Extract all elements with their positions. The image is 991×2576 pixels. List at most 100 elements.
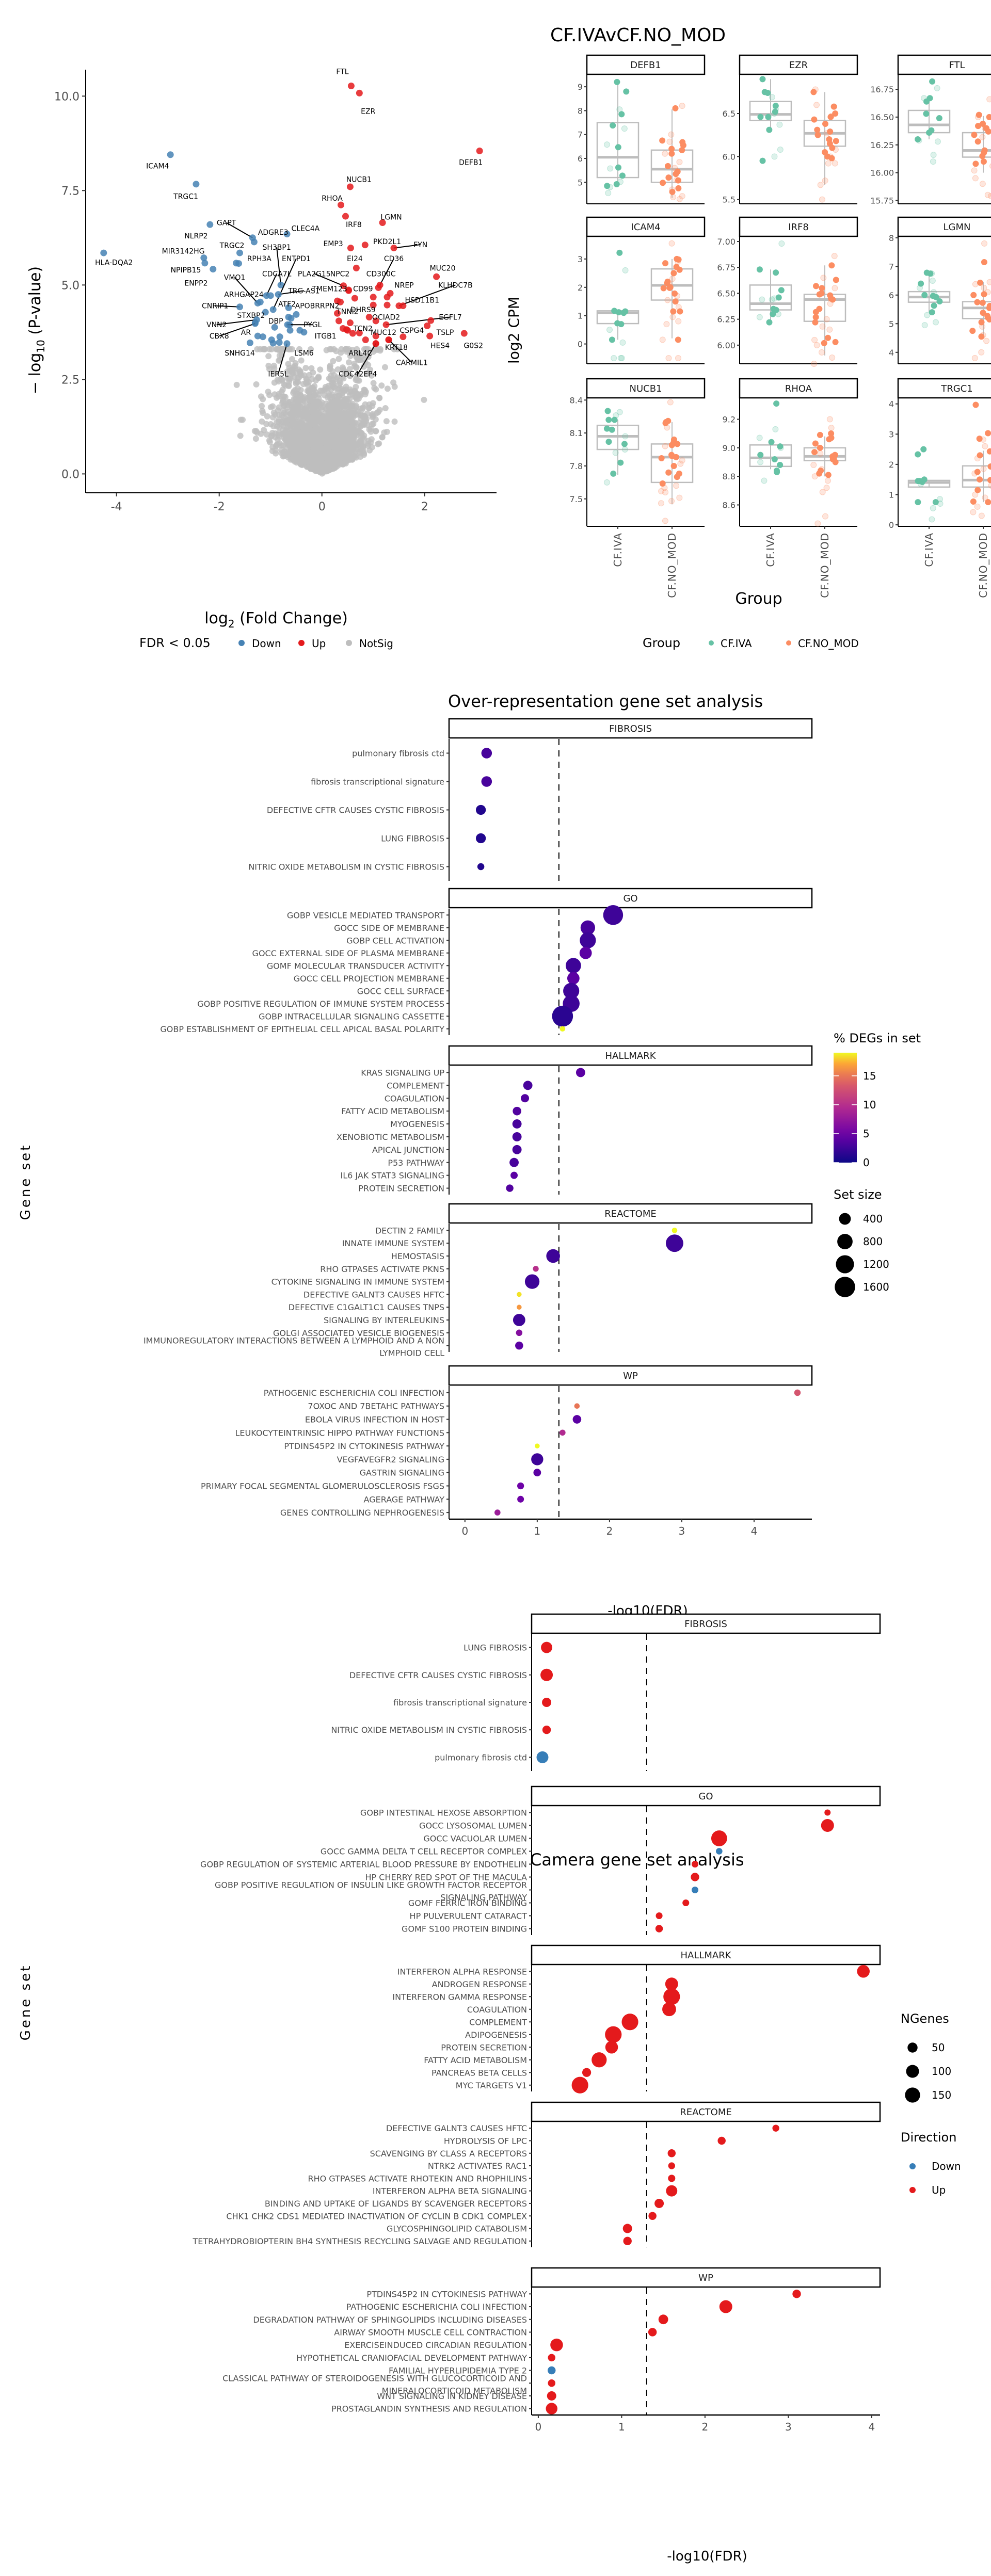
- boxplot-point-cf-no-mod: [679, 457, 685, 464]
- volcano-point-up: [399, 302, 407, 310]
- volcano-point-notsig: [329, 456, 335, 463]
- boxplot-point-cf-no-mod: [977, 452, 983, 459]
- ora-dot: [506, 1184, 514, 1192]
- boxplot-point-cf-no-mod: [822, 121, 829, 127]
- boxplot-point-cf-no-mod: [982, 443, 988, 449]
- boxplot-point-cf-iva: [929, 309, 935, 316]
- volcano-point-notsig: [333, 460, 340, 466]
- boxplot-point-cf-iva: [615, 144, 621, 151]
- boxplot-point-cf-iva: [621, 446, 628, 453]
- size-legend-key: [837, 1234, 853, 1249]
- boxplot-point-cf-no-mod: [665, 469, 672, 476]
- volcano-point-notsig: [390, 379, 397, 386]
- volcano-point-notsig: [259, 403, 265, 409]
- camera-dot: [821, 1819, 834, 1832]
- size-legend-label: 800: [863, 1235, 883, 1248]
- volcano-point-notsig: [323, 347, 330, 353]
- boxplot-point-cf-iva: [929, 516, 935, 523]
- volcano-point-up: [460, 330, 468, 337]
- volcano-point-notsig: [305, 416, 312, 423]
- boxplot-point-cf-iva: [757, 452, 764, 458]
- volcano-point-notsig: [376, 407, 383, 413]
- volcano-point-notsig: [345, 414, 352, 421]
- gene-set-label: GOBP INTESTINAL HEXOSE ABSORPTION: [360, 1808, 527, 1818]
- gene-set-label: CHK1 CHK2 CDS1 MEDIATED INACTIVATION OF …: [226, 2211, 527, 2221]
- boxplot-y-tick-label: 6.0: [723, 152, 736, 162]
- gene-set-label: pulmonary fibrosis ctd: [352, 749, 444, 759]
- ora-dot: [574, 1403, 580, 1409]
- boxplot-point-cf-no-mod: [661, 485, 668, 491]
- volcano-notsig-points: [233, 346, 427, 477]
- boxplot-point-cf-no-mod: [673, 482, 680, 489]
- gene-set-label: SIGNALING BY INTERLEUKINS: [324, 1315, 444, 1325]
- volcano-point-notsig: [302, 365, 309, 372]
- ora-dot: [533, 1469, 541, 1477]
- boxplot-point-cf-iva: [930, 289, 937, 296]
- volcano-point-notsig: [298, 357, 305, 364]
- volcano-label-connector: [276, 247, 282, 285]
- volcano-point-notsig: [334, 366, 341, 373]
- gene-set-label: AGERAGE PATHWAY: [364, 1494, 445, 1504]
- volcano-gene-label: DBP: [268, 317, 283, 326]
- volcano-point-notsig: [265, 389, 271, 395]
- facet-strip-label: NUCB1: [629, 383, 662, 394]
- camera-dot: [648, 2212, 657, 2220]
- boxplot-point-cf-no-mod: [662, 443, 668, 449]
- boxplot-point-cf-no-mod: [675, 185, 682, 191]
- volcano-point-notsig: [296, 374, 302, 381]
- ora-ylabel: Gene set: [18, 1144, 34, 1220]
- boxplot-point-cf-no-mod: [829, 296, 836, 303]
- gene-set-label: GOCC LYSOSOMAL LUMEN: [419, 1821, 527, 1831]
- gene-set-label: GOCC SIDE OF MEMBRANE: [334, 923, 444, 933]
- ora-facet-fibrosis: FIBROSIS pulmonary fibrosis ctd fibrosis t…: [248, 718, 813, 881]
- boxplot-point-cf-iva: [609, 336, 615, 343]
- volcano-point-up: [433, 273, 440, 280]
- camera-dot: [540, 1668, 553, 1681]
- ora-x-tick-label: 4: [751, 1525, 758, 1537]
- volcano-label-connector: [278, 343, 288, 374]
- volcano-point-notsig: [345, 430, 351, 437]
- volcano-point-up: [334, 297, 341, 304]
- gene-set-label: GOLGI ASSOCIATED VESICLE BIOGENESIS: [273, 1328, 444, 1338]
- gene-set-label: GLYCOSPHINGOLIPID CATABOLISM: [387, 2224, 527, 2234]
- volcano-point-notsig: [310, 457, 316, 463]
- boxplot-y-tick-label: 8: [889, 233, 894, 243]
- color-bar-label: 15: [863, 1070, 876, 1082]
- boxplot-point-cf-no-mod: [987, 463, 991, 470]
- ora-dot: [481, 776, 492, 787]
- volcano-y-tick-label: 2.5: [61, 374, 79, 387]
- boxplot-point-cf-iva: [930, 158, 936, 165]
- volcano-point-notsig: [361, 387, 368, 393]
- boxplot-point-cf-iva: [915, 136, 921, 142]
- boxplot-point-cf-iva: [759, 296, 765, 303]
- facet-strip: [448, 1365, 813, 1386]
- camera-dot: [542, 1725, 551, 1734]
- volcano-point-notsig: [298, 404, 305, 410]
- boxplot-y-tick-label: 5: [889, 319, 894, 329]
- boxplot-point-cf-no-mod: [659, 137, 666, 144]
- volcano-point-notsig: [253, 381, 260, 388]
- volcano-point-notsig: [315, 410, 322, 416]
- boxplot-point-cf-no-mod: [812, 309, 819, 315]
- gene-set-label: HP CHERRY RED SPOT OF THE MACULA: [365, 1873, 528, 1882]
- boxplot-point-cf-no-mod: [832, 285, 838, 292]
- boxplot-point-cf-iva: [771, 110, 778, 117]
- boxplot-point-cf-no-mod: [675, 177, 681, 184]
- boxplot-point-cf-no-mod: [660, 285, 667, 292]
- boxplot-y-tick-label: 16.50: [870, 112, 894, 122]
- volcano-point-down: [286, 327, 294, 334]
- boxplot-point-cf-iva: [937, 501, 944, 507]
- volcano-point-notsig: [347, 373, 354, 379]
- volcano-point-notsig: [312, 466, 319, 473]
- gene-set-label: LUNG FIBROSIS: [463, 1643, 527, 1653]
- ora-dot: [524, 1274, 540, 1289]
- ora-dot: [477, 863, 485, 871]
- boxplot-point-cf-no-mod: [675, 259, 681, 265]
- volcano-point-notsig: [281, 403, 287, 409]
- boxplot-point-cf-iva: [773, 307, 779, 313]
- facet-strip: [531, 2267, 881, 2288]
- legend-label: CF.NO_MOD: [798, 637, 859, 650]
- camera-dot: [550, 2338, 563, 2352]
- boxplot-point-cf-iva: [931, 302, 937, 309]
- boxplot-point-cf-iva: [604, 408, 611, 414]
